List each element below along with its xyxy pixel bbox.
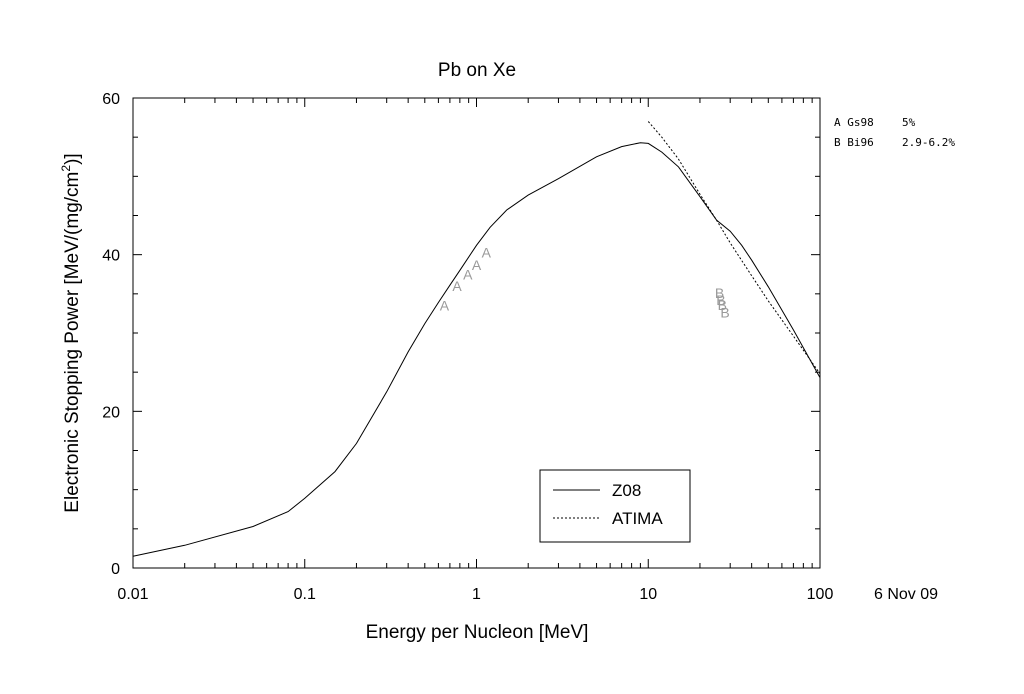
series-line-z08 (132, 142, 821, 557)
reference-b-uncertainty: 2.9-6.2% (902, 136, 955, 149)
data-point-b: B (716, 292, 725, 308)
reference-list: A Gs98 5% B Bi96 2.9-6.2% (834, 116, 955, 149)
plot-curves (132, 121, 821, 557)
y-tick-label: 0 (111, 561, 120, 578)
y-tick-label: 60 (102, 91, 120, 108)
plot-frame (132, 97, 821, 569)
reference-a-key: A (834, 116, 841, 129)
legend-label-z08: Z08 (612, 481, 641, 500)
data-point-a: A (452, 278, 462, 294)
x-axis-label: Energy per Nucleon [MeV] (366, 622, 589, 643)
y-axis-label-main: Electronic Stopping Power [MeV/(mg/cm (62, 172, 83, 513)
y-axis-label-superscript: 2 (59, 165, 73, 172)
y-tick-label: 20 (102, 404, 120, 421)
y-axis-label: Electronic Stopping Power [MeV/(mg/cm2)] (59, 153, 83, 512)
data-point-b: B (720, 305, 729, 321)
date-stamp: 6 Nov 09 (874, 586, 938, 603)
data-point-a: A (463, 266, 473, 282)
legend-label-atima: ATIMA (612, 509, 663, 528)
data-point-b: B (715, 285, 724, 301)
reference-a-uncertainty: 5% (902, 116, 916, 129)
series-line-atima (647, 121, 821, 374)
data-point-a: A (472, 257, 482, 273)
reference-b-name: Bi96 (847, 136, 874, 149)
reference-b-key: B (834, 136, 841, 149)
data-point-a: A (440, 298, 450, 314)
plot-axes: 0.01 0.1 1 10 100 0 20 40 60 (102, 91, 833, 603)
reference-b: B Bi96 2.9-6.2% (834, 136, 955, 149)
legend: Z08 ATIMA (539, 469, 691, 543)
y-axis-label-tail: )] (62, 153, 83, 165)
legend-box (539, 469, 691, 543)
x-tick-label: 100 (807, 586, 834, 603)
data-point-a: A (482, 244, 492, 260)
x-tick-label: 0.1 (294, 586, 316, 603)
x-tick-label: 0.01 (117, 586, 148, 603)
reference-a: A Gs98 5% (834, 116, 916, 129)
y-tick-label: 40 (102, 248, 120, 265)
reference-a-name: Gs98 (847, 116, 874, 129)
x-tick-label: 10 (639, 586, 657, 603)
chart-title: Pb on Xe (438, 60, 516, 81)
x-tick-label: 1 (472, 586, 481, 603)
data-point-b: B (718, 297, 727, 313)
